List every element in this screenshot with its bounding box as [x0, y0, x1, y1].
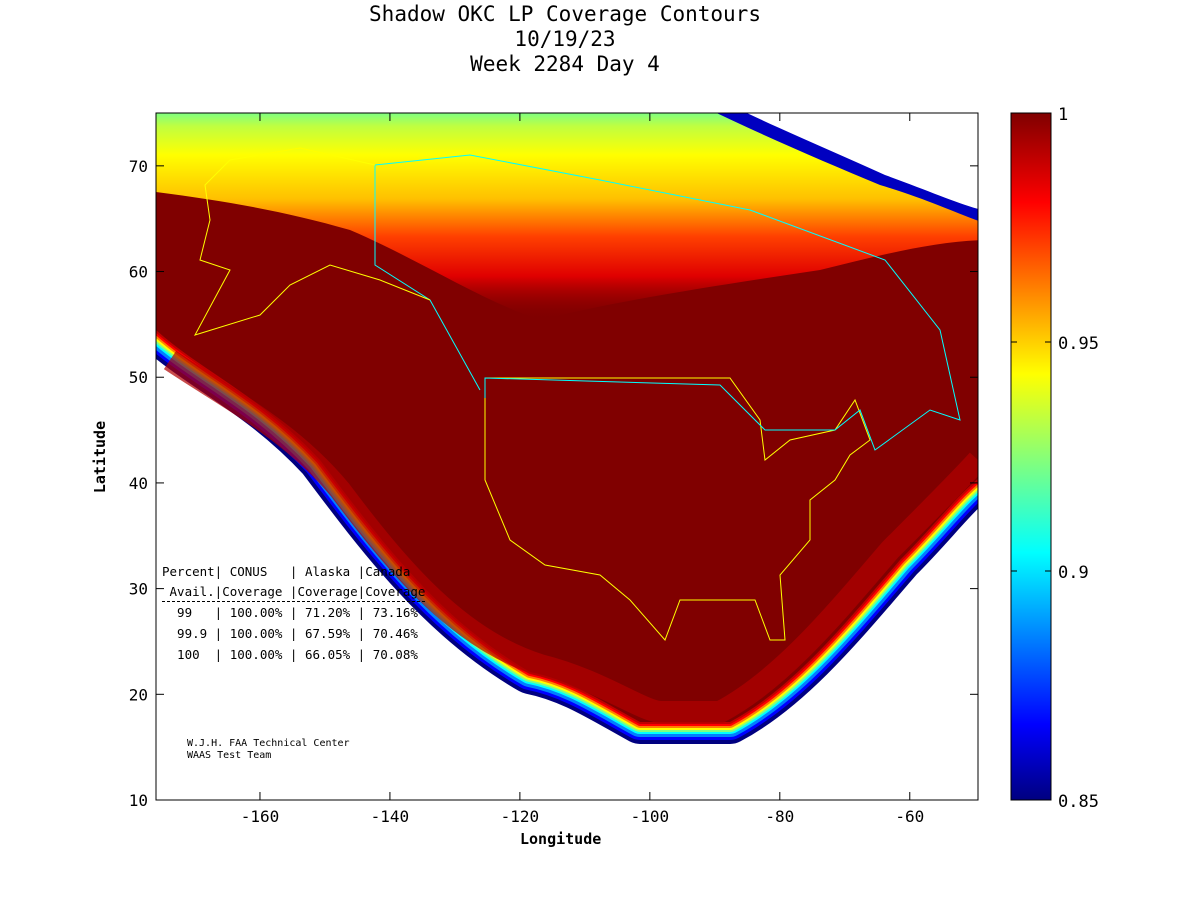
y-tick-label: 70: [129, 157, 148, 176]
plot-frame: [155, 112, 979, 801]
y-tick-label: 60: [129, 263, 148, 282]
coverage-contours: [156, 113, 978, 800]
credit-line-1: W.J.H. FAA Technical Center: [187, 738, 350, 749]
x-tick-label: -100: [631, 807, 670, 826]
table-header-1: Percent| CONUS | Alaska |Canada: [162, 564, 411, 579]
table-header-2: Avail.|Coverage |Coverage|Coverage: [162, 582, 426, 602]
y-tick-label: 30: [129, 580, 148, 599]
table-row: 99 | 100.00% | 71.20% | 73.16%: [162, 605, 418, 620]
alaska-boundary: [193, 147, 431, 336]
chart-week-day: Week 2284 Day 4: [470, 52, 660, 76]
conus-boundary: [484, 377, 871, 641]
table-row: 100 | 100.00% | 66.05% | 70.08%: [162, 647, 418, 662]
colorbar: [1010, 112, 1052, 801]
northern-gradient: [156, 113, 978, 320]
chart-title: Shadow OKC LP Coverage Contours: [369, 2, 761, 26]
colorbar-tick-label: 1: [1058, 105, 1068, 125]
y-tick-label: 50: [129, 368, 148, 387]
y-tick-label: 10: [129, 791, 148, 810]
x-tick-label: -80: [765, 807, 794, 826]
contour-band: [163, 350, 978, 723]
canada-boundary: [374, 154, 961, 451]
x-tick-label: -140: [371, 807, 410, 826]
colorbar-tick-label: 0.95: [1058, 334, 1099, 354]
credit-text: W.J.H. FAA Technical Center WAAS Test Te…: [187, 738, 350, 762]
x-tick-label: -120: [501, 807, 540, 826]
y-tick-label: 40: [129, 474, 148, 493]
x-axis-label: Longitude: [520, 830, 602, 848]
x-tick-label: -160: [241, 807, 280, 826]
chart-date: 10/19/23: [514, 27, 616, 51]
y-axis-label: Latitude: [91, 420, 110, 494]
colorbar-tick-label: 0.9: [1058, 563, 1089, 583]
y-tick-label: 20: [129, 685, 148, 704]
x-tick-label: -60: [895, 807, 924, 826]
colorbar-tick-label: 0.85: [1058, 792, 1099, 812]
coverage-table: Percent| CONUS | Alaska |Canada Avail.|C…: [162, 561, 426, 665]
table-row: 99.9 | 100.00% | 67.59% | 70.46%: [162, 626, 418, 641]
credit-line-2: WAAS Test Team: [187, 750, 272, 761]
